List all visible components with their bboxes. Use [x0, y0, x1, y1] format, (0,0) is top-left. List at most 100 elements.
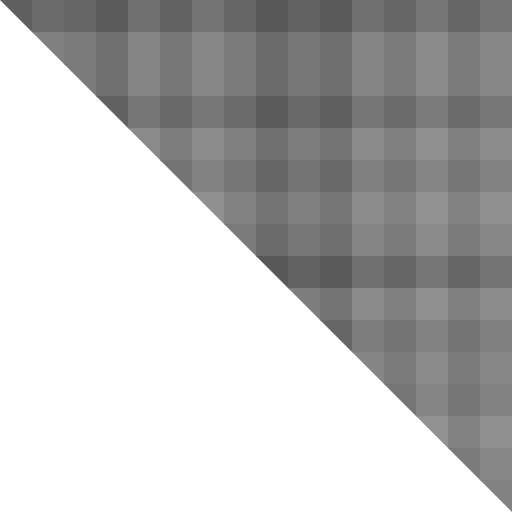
heatmap-cell	[288, 128, 321, 161]
heatmap-cell	[224, 64, 257, 97]
heatmap-cell	[320, 0, 353, 33]
heatmap-cell	[416, 416, 448, 448]
heatmap-cell	[320, 224, 353, 257]
heatmap-cell	[160, 64, 193, 97]
heatmap-cell	[416, 128, 449, 161]
heatmap-cell	[224, 128, 257, 161]
heatmap-cell	[288, 32, 321, 65]
heatmap-cell	[320, 192, 353, 225]
heatmap-cell	[288, 256, 321, 289]
heatmap-cell	[160, 160, 192, 192]
heatmap-cell	[416, 224, 449, 257]
heatmap-cell	[480, 320, 512, 353]
heatmap-cell	[256, 0, 289, 33]
heatmap-cell	[192, 32, 225, 65]
heatmap-cell	[480, 64, 512, 97]
heatmap-cell	[480, 192, 512, 225]
heatmap-cell	[416, 192, 449, 225]
heatmap-cell	[416, 256, 449, 289]
heatmap-cell	[448, 320, 481, 353]
heatmap-cell	[480, 32, 512, 65]
heatmap-cell	[384, 128, 417, 161]
heatmap-cell	[480, 96, 512, 129]
heatmap-cell	[224, 192, 257, 225]
heatmap-cell	[128, 64, 161, 97]
heatmap-cell	[160, 96, 193, 129]
heatmap-cell	[320, 160, 353, 193]
heatmap-cell	[384, 288, 417, 321]
heatmap-cell	[256, 224, 289, 257]
heatmap-cell	[32, 0, 65, 33]
heatmap-cell	[352, 352, 384, 384]
heatmap-cell	[384, 32, 417, 65]
heatmap-cell	[480, 416, 512, 449]
heatmap-cell	[384, 352, 417, 385]
heatmap-cell	[448, 416, 481, 449]
heatmap-cell	[480, 160, 512, 193]
heatmap-cell	[448, 32, 481, 65]
heatmap-cell	[480, 448, 512, 481]
heatmap-cell	[256, 32, 289, 65]
heatmap-cell	[384, 384, 416, 416]
heatmap-cell	[416, 384, 449, 417]
heatmap-cell	[480, 128, 512, 161]
heatmap-cell	[320, 288, 353, 321]
heatmap-cell	[416, 288, 449, 321]
heatmap-cell	[128, 32, 161, 65]
heatmap-cell	[416, 96, 449, 129]
heatmap-cell	[480, 288, 512, 321]
heatmap-cell	[320, 128, 353, 161]
heatmap-cell	[288, 288, 320, 320]
heatmap-cell	[256, 128, 289, 161]
heatmap-cell	[448, 288, 481, 321]
heatmap-cell	[480, 224, 512, 257]
heatmap-cell	[448, 192, 481, 225]
heatmap-cell	[96, 64, 129, 97]
heatmap-cell	[160, 128, 193, 161]
heatmap-cell	[480, 0, 512, 33]
heatmap-cell	[384, 160, 417, 193]
heatmap-cell	[64, 0, 97, 33]
heatmap-cell	[384, 256, 417, 289]
cells	[0, 0, 512, 512]
heatmap-cell	[352, 288, 385, 321]
heatmap-cell	[384, 0, 417, 33]
heatmap-cell	[416, 64, 449, 97]
heatmap-cell	[192, 96, 225, 129]
heatmap-cell	[96, 0, 129, 33]
heatmap-cell	[160, 0, 193, 33]
heatmap-cell	[224, 160, 257, 193]
heatmap-cell	[96, 96, 128, 128]
heatmap-cell	[480, 384, 512, 417]
heatmap-cell	[352, 192, 385, 225]
heatmap-cell	[352, 256, 385, 289]
heatmap-cell	[0, 0, 32, 32]
heatmap-cell	[448, 0, 481, 33]
heatmap-cell	[192, 160, 225, 193]
heatmap-cell	[352, 160, 385, 193]
heatmap-cell	[288, 160, 321, 193]
heatmap-cell	[480, 480, 512, 512]
heatmap-cell	[352, 32, 385, 65]
heatmap-cell	[480, 352, 512, 385]
heatmap-cell	[448, 256, 481, 289]
heatmap-cell	[480, 256, 512, 289]
heatmap-cell	[160, 32, 193, 65]
heatmap-cell	[320, 64, 353, 97]
heatmap-cell	[288, 96, 321, 129]
heatmap-cell	[288, 0, 321, 33]
heatmap-cell	[384, 224, 417, 257]
heatmap-cell	[64, 32, 97, 65]
heatmap-cell	[352, 0, 385, 33]
heatmap-cell	[32, 32, 64, 64]
heatmap-cell	[128, 0, 161, 33]
heatmap-cell	[352, 96, 385, 129]
heatmap-cell	[320, 96, 353, 129]
heatmap-cell	[416, 320, 449, 353]
heatmap-cell	[96, 32, 129, 65]
heatmap-cell	[288, 192, 321, 225]
heatmap-cell	[224, 0, 257, 33]
heatmap-cell	[224, 224, 256, 256]
heatmap-cell	[448, 384, 481, 417]
heatmap-cell	[256, 256, 288, 288]
